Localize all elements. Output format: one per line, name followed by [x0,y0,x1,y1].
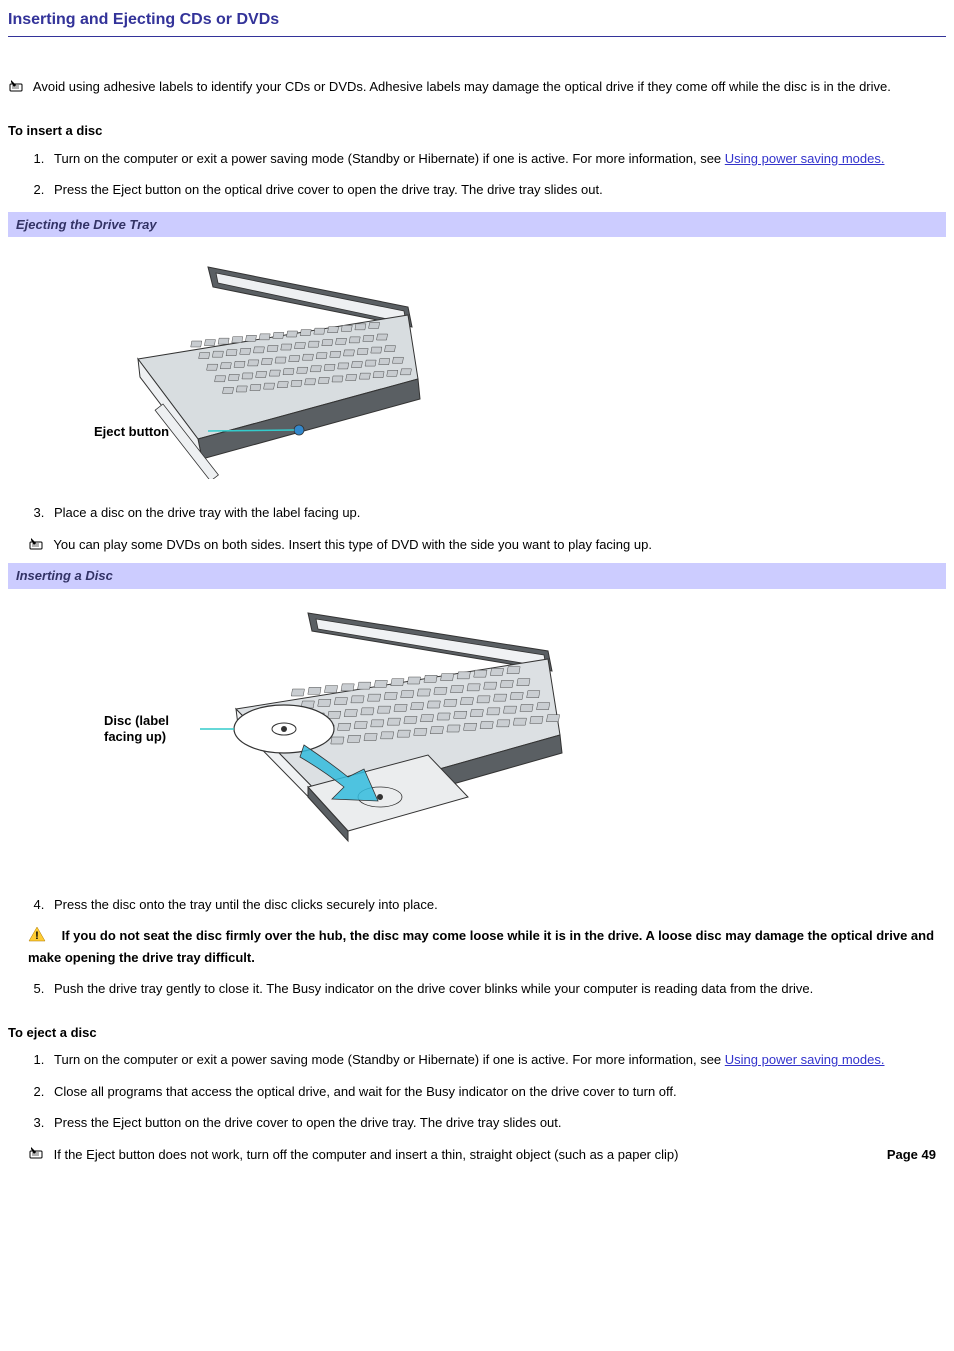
caution-block: ! If you do not seat the disc firmly ove… [28,926,946,967]
insert-step-5: Push the drive tray gently to close it. … [48,979,946,999]
note-icon [8,78,26,98]
figure2-illustration: Disc (label facing up) [8,601,568,871]
figure2-title: Inserting a Disc [8,563,946,589]
insert-step-4: Press the disc onto the tray until the d… [48,895,946,915]
caution-icon: ! [28,926,46,948]
insert-step-1-pre: Turn on the computer or exit a power sav… [54,151,725,166]
svg-text:!: ! [35,930,39,942]
caution-text: If you do not seat the disc firmly over … [28,928,934,964]
figure1-body: Eject button [8,237,946,497]
eject-step-3: Press the Eject button on the drive cove… [48,1113,946,1133]
note-icon [28,536,46,556]
eject-heading: To eject a disc [8,1023,946,1043]
insert-step-2: Press the Eject button on the optical dr… [48,180,946,200]
intro-note-text: Avoid using adhesive labels to identify … [33,79,891,94]
figure1-illustration: Eject button [8,249,428,479]
link-power-saving-modes[interactable]: Using power saving modes. [725,151,885,166]
insert-step-1: Turn on the computer or exit a power sav… [48,149,946,169]
link-power-saving-modes-2[interactable]: Using power saving modes. [725,1052,885,1067]
eject-step-2: Close all programs that access the optic… [48,1082,946,1102]
insert-heading: To insert a disc [8,121,946,141]
eject-note: If the Eject button does not work, turn … [28,1145,946,1165]
eject-step-1-pre: Turn on the computer or exit a power sav… [54,1052,725,1067]
dvd-note: You can play some DVDs on both sides. In… [28,535,946,555]
insert-step-3: Place a disc on the drive tray with the … [48,503,946,523]
note-icon [28,1145,46,1165]
page-number: Page 49 [887,1145,936,1165]
svg-text:facing up): facing up) [104,729,166,744]
figure1-title: Ejecting the Drive Tray [8,212,946,238]
svg-text:Disc (label: Disc (label [104,713,169,728]
page-title: Inserting and Ejecting CDs or DVDs [8,8,946,37]
eject-note-text: If the Eject button does not work, turn … [54,1147,679,1162]
figure2-body: Disc (label facing up) [8,589,946,889]
dvd-note-text: You can play some DVDs on both sides. In… [53,537,652,552]
svg-text:Eject button: Eject button [94,424,169,439]
intro-note: Avoid using adhesive labels to identify … [8,77,946,97]
eject-step-1: Turn on the computer or exit a power sav… [48,1050,946,1070]
